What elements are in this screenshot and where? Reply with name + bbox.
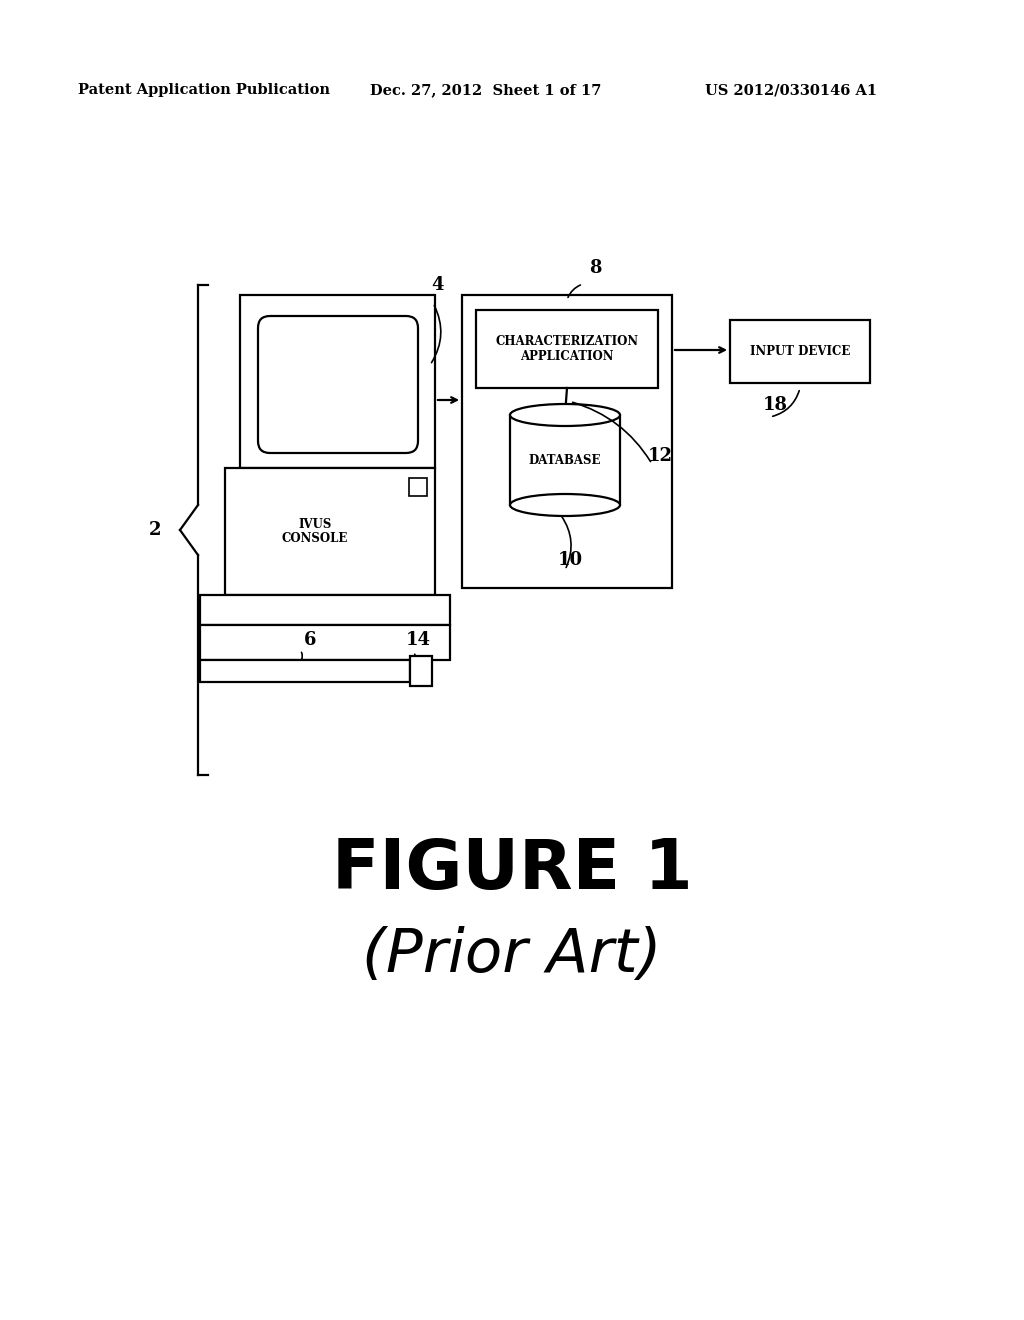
Text: 18: 18 xyxy=(763,396,787,414)
FancyBboxPatch shape xyxy=(258,315,418,453)
Bar xyxy=(200,624,450,660)
Bar xyxy=(462,294,672,587)
Text: IVUS
CONSOLE: IVUS CONSOLE xyxy=(282,517,348,545)
Text: Patent Application Publication: Patent Application Publication xyxy=(78,83,330,96)
Text: 4: 4 xyxy=(432,276,444,294)
Text: 10: 10 xyxy=(557,550,583,569)
Text: INPUT DEVICE: INPUT DEVICE xyxy=(750,345,850,358)
Text: 12: 12 xyxy=(647,447,673,465)
Bar xyxy=(510,414,620,506)
Bar xyxy=(200,660,410,682)
Bar xyxy=(730,319,870,383)
Text: DATABASE: DATABASE xyxy=(528,454,601,466)
Text: FIGURE 1: FIGURE 1 xyxy=(332,837,692,903)
Text: US 2012/0330146 A1: US 2012/0330146 A1 xyxy=(705,83,878,96)
Ellipse shape xyxy=(510,404,620,426)
Text: 14: 14 xyxy=(406,631,430,649)
Bar xyxy=(409,478,427,496)
Text: 8: 8 xyxy=(589,259,601,277)
Text: CHARACTERIZATION
APPLICATION: CHARACTERIZATION APPLICATION xyxy=(496,335,639,363)
Bar xyxy=(225,469,435,595)
Bar xyxy=(410,656,432,686)
Ellipse shape xyxy=(510,494,620,516)
Text: (Prior Art): (Prior Art) xyxy=(362,925,662,985)
Text: 6: 6 xyxy=(304,631,316,649)
Text: Dec. 27, 2012  Sheet 1 of 17: Dec. 27, 2012 Sheet 1 of 17 xyxy=(370,83,601,96)
Bar xyxy=(240,294,435,469)
Bar xyxy=(200,595,450,624)
Bar xyxy=(476,310,658,388)
Text: 2: 2 xyxy=(148,521,161,539)
